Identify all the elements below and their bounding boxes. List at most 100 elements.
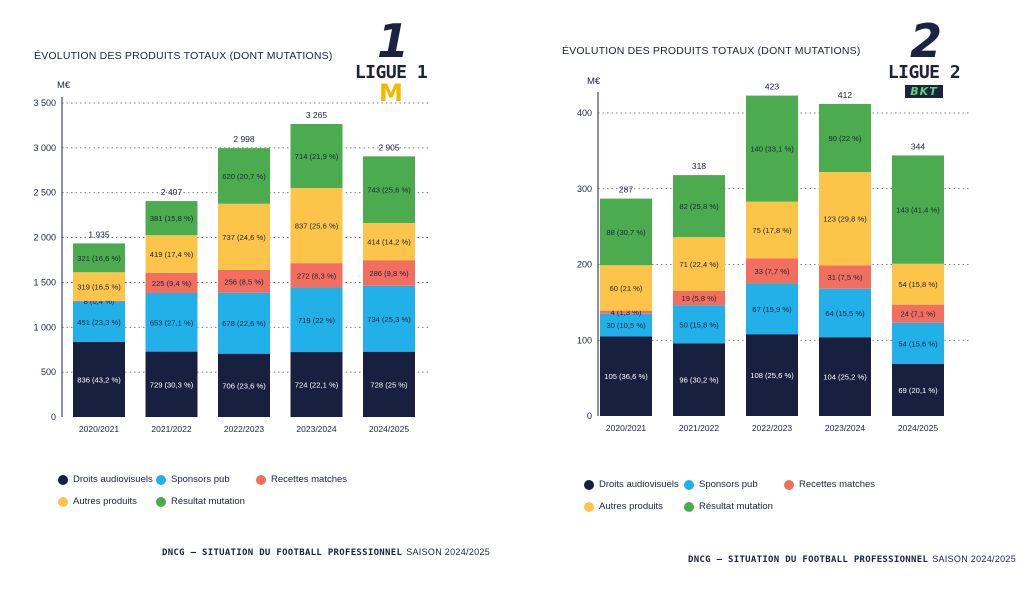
ligue1-panel: ÉVOLUTION DES PRODUITS TOTAUX (DONT MUTA… — [33, 14, 489, 558]
y-tick-label: 3 500 — [33, 98, 56, 108]
stacked-bar-chart-ligue2: 0 100 200 300 400 105 (36,6 %) 30 (10,5 %) 4 (1… — [577, 82, 970, 433]
logo-number: 2 — [909, 14, 942, 68]
data-label: 140 (33,1 %) — [750, 145, 794, 154]
bar-segment — [892, 322, 944, 364]
x-tick-label: 2024/2025 — [369, 424, 409, 434]
data-label: 82 (25,8 %) — [679, 202, 719, 211]
x-tick-label: 2020/2021 — [606, 423, 646, 433]
bar-segment — [290, 123, 343, 189]
data-label: 719 (22 %) — [298, 316, 336, 325]
legend-label: Recettes matches — [271, 474, 348, 485]
legend-label: Résultat mutation — [171, 496, 245, 507]
y-tick-label: 2 000 — [33, 233, 56, 243]
data-label: 319 (16,5 %) — [77, 283, 121, 292]
data-label: 8 (0,4 %) — [84, 297, 115, 306]
y-tick-label: 500 — [41, 367, 56, 377]
bar-segment — [819, 265, 871, 289]
bar-segment — [600, 336, 652, 416]
data-label: 286 (9,8 %) — [369, 269, 409, 278]
legend-label: Résultat mutation — [699, 501, 773, 512]
y-tick-label: 0 — [51, 412, 56, 422]
data-label: 837 (25,6 %) — [295, 222, 339, 231]
y-tick-label: 1 000 — [33, 322, 56, 332]
bar-segment — [218, 269, 270, 293]
total-label: 3 265 — [306, 110, 328, 120]
legend-swatch — [784, 479, 794, 490]
legend-swatch — [684, 479, 694, 490]
total-label: 318 — [692, 161, 706, 171]
bar-segment — [363, 285, 415, 352]
bar-segment — [819, 103, 871, 173]
legend-label: Autres produits — [73, 496, 137, 507]
bar-segment — [746, 334, 798, 416]
data-label: 653 (27,1 %) — [150, 318, 194, 327]
legend-item-droits: Droits audiovisuels — [58, 474, 153, 485]
data-label: 105 (36,6 %) — [604, 372, 648, 381]
data-label: 714 (21,9 %) — [295, 152, 339, 161]
x-tick-label: 2021/2022 — [679, 423, 719, 433]
x-tick-label: 2022/2023 — [752, 423, 792, 433]
y-tick-label: 300 — [577, 184, 592, 194]
total-label: 2 998 — [233, 134, 255, 144]
data-label: 451 (23,3 %) — [77, 318, 121, 327]
total-label: 2 905 — [378, 142, 400, 152]
logo-number: 1 — [376, 14, 409, 68]
bar-segment — [73, 243, 125, 273]
bar-segment — [145, 351, 198, 417]
data-label: 30 (10,5 %) — [606, 321, 646, 330]
data-label: 67 (15,9 %) — [752, 305, 792, 314]
bar-segment — [819, 172, 871, 266]
bar-segment — [145, 272, 198, 294]
data-label: 272 (8,3 %) — [297, 271, 337, 280]
data-label: 19 (5,8 %) — [681, 294, 717, 303]
data-label: 104 (25,2 %) — [823, 373, 867, 382]
logo-name: LIGUE 1 — [354, 62, 428, 83]
legend-item-mutation: Résultat mutation — [156, 496, 245, 507]
data-label: 414 (14,2 %) — [367, 238, 411, 247]
legend-swatch — [584, 479, 594, 490]
bar-segment — [819, 337, 871, 416]
legend-item-droits: Droits audiovisuels — [584, 479, 679, 490]
data-label: 75 (17,8 %) — [752, 226, 792, 235]
bar-segment — [673, 343, 725, 416]
total-label: 1 935 — [88, 229, 110, 239]
bar-segment — [600, 198, 652, 266]
y-tick-label: 1 500 — [33, 277, 56, 287]
bar-segment — [746, 283, 798, 335]
bar-segment — [218, 292, 270, 354]
bar-segment — [145, 235, 198, 273]
ligue1-logo: 1 LIGUE 1 M — [352, 14, 430, 107]
x-tick-label: 2021/2022 — [151, 424, 191, 434]
total-label: 423 — [765, 82, 779, 92]
chart-title: ÉVOLUTION DES PRODUITS TOTAUX (DONT MUTA… — [562, 45, 861, 57]
legend-swatch — [58, 496, 68, 507]
bar-segment — [892, 263, 944, 305]
data-label: 4 (1,3 %) — [611, 308, 642, 317]
data-label: 31 (7,5 %) — [827, 273, 863, 282]
data-label: 64 (15,5 %) — [825, 309, 865, 318]
data-label: 734 (25,3 %) — [367, 315, 411, 324]
footer-title: DNCG – SITUATION DU FOOTBALL PROFESSIONN… — [688, 555, 929, 565]
data-label: 256 (8,5 %) — [224, 277, 264, 286]
bar-segment — [892, 363, 944, 416]
y-tick-label: 0 — [587, 411, 592, 421]
bar-segment — [673, 305, 725, 344]
data-label: 24 (7,1 %) — [900, 310, 936, 319]
total-label: 287 — [619, 185, 633, 195]
footer: DNCG – SITUATION DU FOOTBALL PROFESSIONN… — [688, 554, 1016, 565]
legend-label: Droits audiovisuels — [73, 474, 153, 485]
bar-segment — [363, 260, 415, 286]
bar-segment — [600, 265, 652, 311]
mcdonalds-icon: M — [379, 79, 403, 107]
bar-segment — [145, 293, 198, 352]
bar-segment — [290, 352, 343, 417]
bar-segment — [73, 272, 125, 301]
ligue2-logo: 2 LIGUE 2 BKT — [884, 18, 964, 100]
footer-season: SAISON 2024/2025 — [932, 554, 1017, 564]
legend-label: Sponsors pub — [171, 474, 230, 485]
legend-item-mutation: Résultat mutation — [684, 501, 773, 512]
data-label: 678 (22,6 %) — [222, 319, 266, 328]
bar-segment — [73, 300, 125, 302]
bar-segment — [600, 310, 652, 314]
data-label: 88 (30,7 %) — [606, 228, 646, 237]
